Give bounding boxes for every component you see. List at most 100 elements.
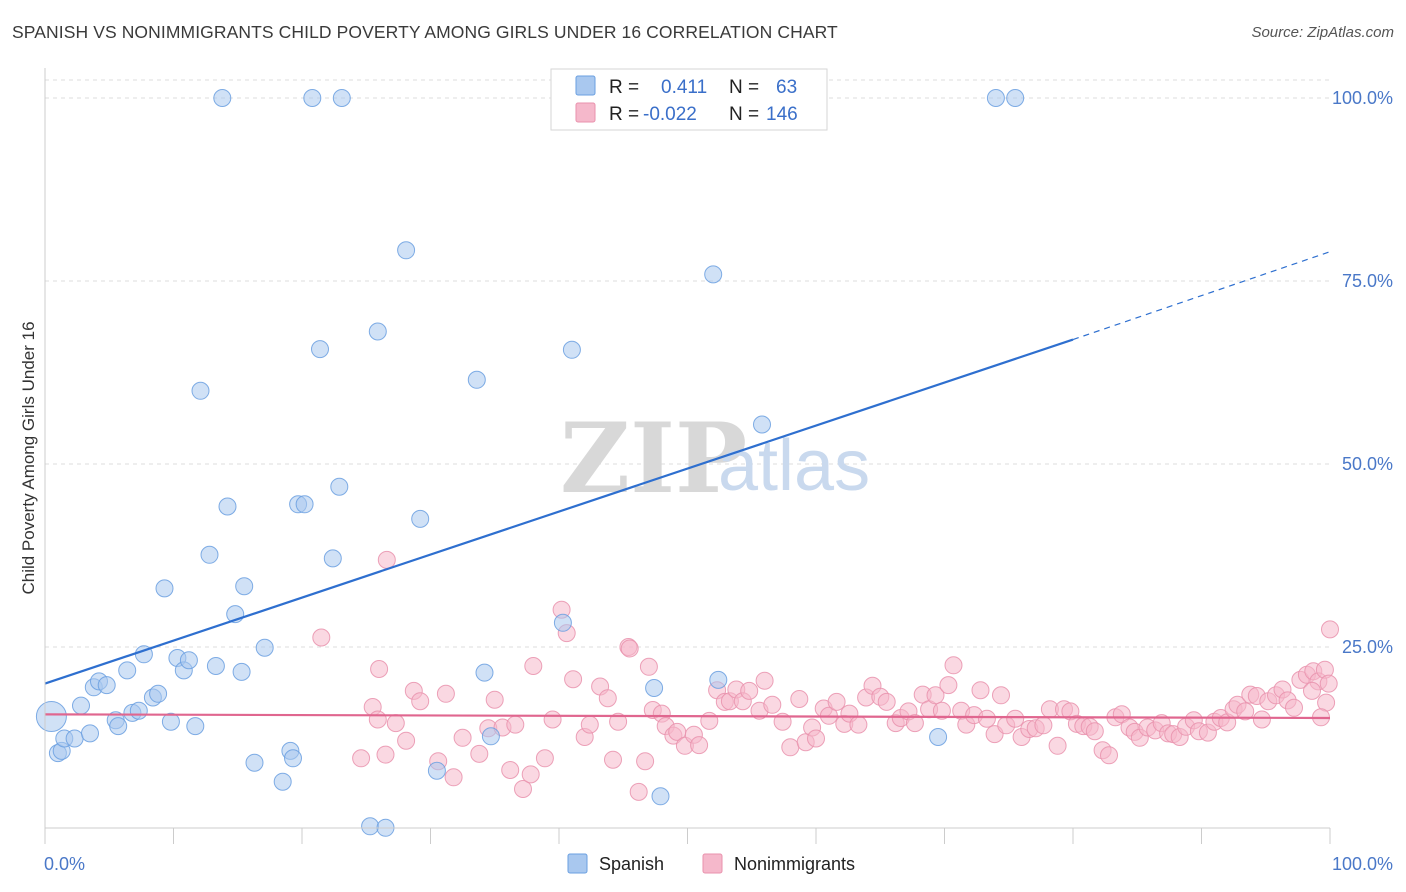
bottom-legend-spanish: Spanish [599,854,664,874]
data-point-nonimmigrants [629,782,648,801]
legend-r-label: R = [609,104,639,125]
data-point-spanish [179,651,198,670]
legend-swatch-nonimmigrants [575,102,596,123]
data-point-nonimmigrants [397,731,416,750]
data-point-nonimmigrants [926,686,945,705]
data-point-nonimmigrants [1048,736,1067,755]
data-point-nonimmigrants [807,729,825,748]
data-point-spanish [481,727,500,746]
bottom-legend-nonimmigrants: Nonimmigrants [734,854,855,874]
data-point-nonimmigrants [521,765,540,784]
data-point-spanish [149,684,168,703]
data-point-nonimmigrants [639,657,658,676]
data-point-spanish [553,613,572,632]
data-point-nonimmigrants [485,690,504,709]
data-point-spanish [368,322,387,341]
y-tick-label: 25.0% [1342,637,1393,657]
data-point-spanish [562,340,581,359]
data-point-nonimmigrants [370,660,389,678]
y-tick-label: 50.0% [1342,454,1393,474]
data-point-nonimmigrants [524,657,543,675]
data-point-nonimmigrants [1252,710,1271,729]
data-point-spanish [361,817,380,836]
data-point-nonimmigrants [849,715,868,734]
data-point-nonimmigrants [939,676,958,695]
data-point-spanish [255,638,274,657]
data-point-nonimmigrants [944,656,963,675]
data-point-spanish [303,89,322,107]
data-point-spanish [273,772,292,791]
data-point-spanish [311,340,329,359]
data-point-spanish [986,89,1005,107]
data-point-spanish [753,415,771,434]
data-point-nonimmigrants [1319,674,1338,693]
legend-box: R = 0.411 N = 63 R = -0.022 N = 146 [550,68,828,131]
data-point-nonimmigrants [368,710,387,729]
legend-n-value: 63 [776,77,797,98]
data-point-nonimmigrants [620,639,639,658]
data-point-nonimmigrants [1100,746,1118,765]
data-point-nonimmigrants [598,689,617,708]
watermark-atlas: atlas [718,426,870,506]
legend-n-label: N = [729,77,759,98]
x-tick-label: 0.0% [44,854,85,874]
data-point-nonimmigrants [992,686,1010,705]
data-point-nonimmigrants [1034,716,1053,735]
legend-swatch-spanish [575,75,596,96]
data-point-spanish [332,89,351,107]
data-point-spanish [475,663,494,682]
data-point-spanish [323,549,342,568]
y-tick-label: 100.0% [1332,88,1393,108]
data-point-nonimmigrants [877,692,896,711]
bottom-legend-swatch-nonimmigrants [702,853,723,874]
data-point-spanish [118,661,137,680]
y-tick-label: 75.0% [1342,271,1393,291]
data-point-nonimmigrants [312,628,331,647]
data-point-nonimmigrants [1303,681,1321,700]
legend-r-value: 0.411 [661,77,707,98]
data-point-spanish [645,679,664,697]
data-point-nonimmigrants [535,749,554,768]
data-point-spanish [284,749,302,768]
data-point-nonimmigrants [1321,620,1339,639]
data-point-spanish [200,545,219,564]
data-point-nonimmigrants [609,712,628,731]
bottom-legend-swatch-spanish [567,853,588,874]
legend-n-label: N = [729,104,759,125]
grid [45,79,1330,648]
data-point-nonimmigrants [977,709,996,728]
data-point-nonimmigrants [1285,698,1303,717]
data-point-nonimmigrants [1112,705,1131,724]
data-point-nonimmigrants [564,670,583,689]
data-point-nonimmigrants [376,745,395,764]
legend-n-value: 146 [766,104,798,125]
data-point-spanish [161,712,180,731]
data-point-nonimmigrants [386,714,405,733]
trend-extension-spanish [1072,251,1331,341]
data-point-spanish [191,381,210,400]
data-point-nonimmigrants [506,715,525,734]
data-point-nonimmigrants [1085,722,1104,741]
source-label: Source: ZipAtlas.com [1251,24,1394,41]
data-point-spanish [427,761,446,780]
data-point-spanish [213,89,232,107]
data-points [35,89,1339,837]
axes: 25.0% 50.0% 75.0% 100.0% 0.0% 100.0% Child Pov… [19,68,1393,874]
data-point-spanish [330,477,349,496]
data-point-spanish [81,724,99,743]
data-point-nonimmigrants [453,728,472,747]
data-point-spanish [245,753,264,772]
data-point-nonimmigrants [932,701,951,720]
trend-lines [44,251,1331,720]
data-point-spanish [467,370,486,389]
data-point-nonimmigrants [1006,709,1025,728]
data-point-nonimmigrants [905,714,924,733]
data-point-spanish [65,729,84,748]
data-point-nonimmigrants [543,710,562,729]
data-point-spanish [97,676,116,695]
data-point-spanish [109,717,128,736]
data-point-nonimmigrants [755,671,774,690]
data-point-spanish [704,265,723,284]
data-point-nonimmigrants [514,780,532,798]
